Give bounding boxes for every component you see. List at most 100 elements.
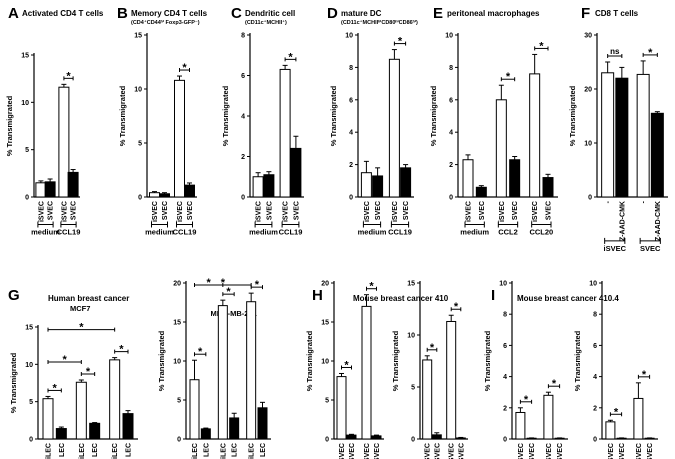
bar-H1-3 xyxy=(371,435,382,440)
y-tick-label-D: 6 xyxy=(349,97,353,104)
y-axis-label-I2: % Transmigrated xyxy=(573,330,582,391)
category-label-I2-2: iSVEC xyxy=(636,443,643,459)
y-tick-label-I2: 10 xyxy=(589,281,597,288)
category-label-H1-2: iSVEC xyxy=(364,443,371,459)
category-label-H1-1: SVEC xyxy=(349,443,356,459)
category-label-E-0: iSVEC xyxy=(466,201,473,222)
panel-title-C: Dendritic cell xyxy=(245,9,295,18)
bar-A-2 xyxy=(58,86,70,198)
sig-mark-F-1: * xyxy=(648,47,653,59)
bar-H1-1 xyxy=(346,434,357,440)
y-axis-label-A: % Transmigrated xyxy=(5,95,14,156)
sig-mark-B-0: * xyxy=(182,62,187,74)
category-label-A-3: SVEC xyxy=(71,201,78,220)
y-tick-label-G1: 15 xyxy=(25,325,33,332)
y-axis-label-C: % Transmigrated xyxy=(221,85,230,146)
category-label-B-0: iSVEC xyxy=(152,201,159,222)
chart-G1: G MCF7 0 5 10 15 % Transmigrated iLEC LEC iLEC LEC… xyxy=(8,287,138,459)
chart-B: B Memory CD4 T cells(CD4⁺CD44ʰⁱ Foxp3-GFP… xyxy=(117,5,208,237)
panel-title-B: Memory CD4 T cells xyxy=(131,9,208,18)
bar-G1-1 xyxy=(55,428,67,440)
y-tick-label-E: 10 xyxy=(445,33,453,40)
y-tick-label-E: 0 xyxy=(449,195,453,202)
bar-E-1 xyxy=(475,186,487,198)
category-label-I2-1: SVEC xyxy=(619,443,626,459)
group-label-E-2: CCL20 xyxy=(529,228,553,237)
y-tick-label-G2: 15 xyxy=(173,320,181,327)
bar-F-0 xyxy=(601,72,615,198)
category-label-G2-1: LEC xyxy=(203,443,210,457)
sig-mark-I2-1: * xyxy=(642,369,647,381)
category-label-G1-1: LEC xyxy=(59,443,66,457)
header-mouse-breast-cancer-410-4: Mouse breast cancer 410.4 xyxy=(517,294,619,303)
sig-mark-D-0: * xyxy=(398,36,403,48)
category-label-A-0: iSVEC xyxy=(38,201,45,222)
sig-mark-G1-4: * xyxy=(79,322,84,334)
y-tick-label-C: 8 xyxy=(241,33,245,40)
group-label-A-1: CCL19 xyxy=(57,228,81,237)
category-label-F-0: - xyxy=(605,200,612,203)
sig-mark-H1-1: * xyxy=(369,281,374,293)
y-tick-label-D: 0 xyxy=(349,195,353,202)
y-tick-label-F: 20 xyxy=(584,87,592,94)
sig-mark-G1-1: * xyxy=(86,366,91,378)
bar-H1-0 xyxy=(336,376,347,440)
category-label-G2-4: iLEC xyxy=(249,443,256,459)
y-tick-label-I1: 10 xyxy=(499,281,507,288)
category-label-I1-0: iSVEC xyxy=(518,443,525,459)
panel-subtitle-D: (CD11c⁺MCHIIʰⁱCD80ʰⁱCD86ʰⁱ) xyxy=(341,19,418,26)
bar-G1-5 xyxy=(122,413,134,440)
category-label-D-2: iSVEC xyxy=(392,201,399,222)
bar-H2-1 xyxy=(431,434,442,440)
category-label-H2-2: iSVEC xyxy=(449,443,456,459)
bar-I2-0 xyxy=(605,421,616,440)
y-tick-label-G2: 5 xyxy=(177,398,181,405)
group-label-B-0: medium xyxy=(145,228,174,237)
category-label-C-2: iSVEC xyxy=(283,201,290,222)
bar-E-3 xyxy=(509,159,521,198)
y-tick-label-I2: 0 xyxy=(593,437,597,444)
category-label-D-0: iSVEC xyxy=(364,201,371,222)
y-tick-label-E: 8 xyxy=(449,65,453,72)
y-tick-label-H2: 0 xyxy=(411,437,415,444)
category-label-H1-3: SVEC xyxy=(374,443,381,459)
bar-I1-0 xyxy=(515,411,526,440)
y-tick-label-G1: 0 xyxy=(29,437,33,444)
y-tick-label-D: 2 xyxy=(349,162,353,169)
bar-B-0 xyxy=(149,192,160,198)
bar-B-2 xyxy=(174,79,185,198)
category-label-G1-2: iLEC xyxy=(79,443,86,459)
y-tick-label-H1: 5 xyxy=(325,398,329,405)
category-label-G1-3: LEC xyxy=(92,443,99,457)
bar-H2-0 xyxy=(422,359,433,440)
sig-mark-F-0: ns xyxy=(610,47,620,56)
y-tick-label-G2: 10 xyxy=(173,359,181,366)
panel-label-G1: G xyxy=(8,287,20,304)
bar-G2-0 xyxy=(189,379,200,440)
bar-I1-2 xyxy=(543,394,554,440)
y-tick-label-G2: 0 xyxy=(177,437,181,444)
category-label-C-0: iSVEC xyxy=(256,201,263,222)
bar-G2-5 xyxy=(257,407,268,440)
category-label-H2-0: iSVEC xyxy=(425,443,432,459)
y-tick-label-D: 10 xyxy=(345,33,353,40)
panel-label-D: D xyxy=(327,5,338,22)
category-label-F-1: Z-AAD-CMK xyxy=(619,201,626,241)
bar-G2-4 xyxy=(246,301,257,440)
category-label-H2-1: SVEC xyxy=(434,443,441,459)
panel-label-C: C xyxy=(231,5,242,22)
bar-G1-4 xyxy=(109,359,121,440)
y-tick-label-I1: 0 xyxy=(503,437,507,444)
category-label-G2-2: iLEC xyxy=(220,443,227,459)
sig-mark-G1-0: * xyxy=(53,382,58,394)
bar-B-1 xyxy=(159,193,170,198)
category-label-F-2: - xyxy=(641,200,648,203)
y-tick-label-E: 2 xyxy=(449,162,453,169)
bar-E-5 xyxy=(542,177,554,198)
panel-caption-G2: MDA-MB-231 xyxy=(211,309,257,318)
panel-label-B: B xyxy=(117,5,128,22)
sig-mark-H1-0: * xyxy=(344,359,349,371)
bar-G2-2 xyxy=(217,305,228,440)
bar-E-4 xyxy=(529,73,541,198)
